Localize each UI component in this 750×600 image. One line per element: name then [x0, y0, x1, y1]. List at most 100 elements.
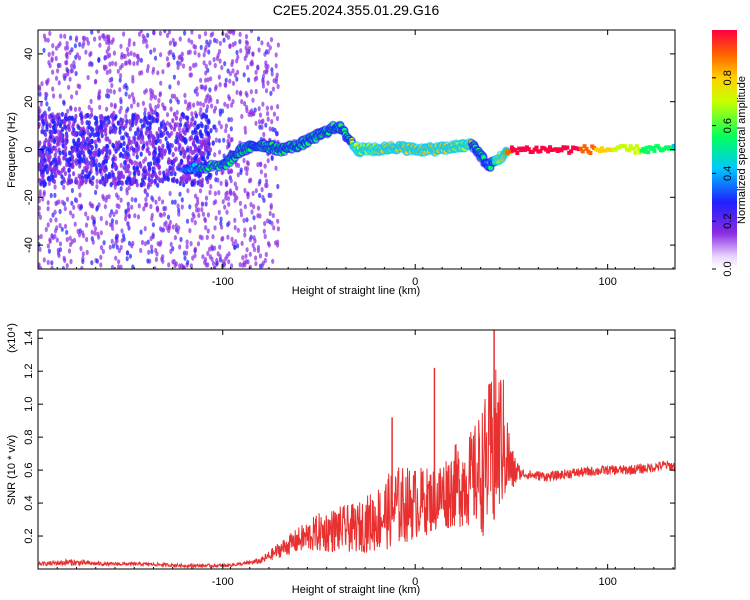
noise-speckle: [252, 246, 257, 253]
band-speckle: [202, 151, 206, 157]
band-speckle: [179, 117, 183, 123]
band-speckle: [41, 174, 45, 180]
noise-speckle: [269, 204, 273, 211]
band-speckle: [90, 112, 94, 118]
noise-speckle: [213, 37, 217, 43]
noise-speckle: [213, 225, 217, 231]
noise-speckle: [161, 69, 165, 75]
noise-speckle: [135, 53, 139, 59]
band-speckle: [132, 165, 136, 171]
noise-speckle: [198, 234, 202, 240]
noise-speckle: [240, 113, 244, 120]
noise-speckle: [49, 192, 53, 199]
noise-speckle: [206, 77, 210, 83]
noise-speckle: [159, 80, 163, 86]
noise-speckle: [225, 181, 229, 187]
trace-cell: [569, 149, 574, 154]
noise-speckle: [226, 195, 230, 202]
trace-cell: [580, 149, 585, 154]
band-speckle: [65, 133, 69, 139]
band-speckle: [77, 124, 81, 131]
noise-speckle: [70, 200, 74, 206]
noise-speckle: [125, 46, 130, 53]
noise-speckle: [125, 256, 129, 262]
noise-speckle: [62, 73, 66, 79]
noise-speckle: [236, 172, 240, 178]
noise-speckle: [254, 88, 258, 95]
noise-speckle: [245, 52, 249, 58]
band-speckle: [117, 180, 121, 186]
noise-speckle: [56, 68, 60, 74]
noise-speckle: [141, 100, 145, 106]
noise-speckle: [244, 253, 248, 259]
noise-speckle: [161, 199, 165, 205]
noise-speckle: [247, 77, 251, 83]
noise-speckle: [149, 106, 153, 112]
snr-plot-area: [38, 330, 675, 569]
band-speckle: [45, 126, 49, 132]
noise-speckle: [131, 240, 135, 246]
noise-speckle: [208, 94, 212, 101]
noise-speckle: [250, 209, 254, 215]
band-speckle: [58, 130, 63, 136]
noise-speckle: [159, 240, 163, 246]
band-speckle: [181, 146, 185, 152]
noise-speckle: [125, 118, 129, 124]
noise-speckle: [185, 239, 189, 245]
noise-speckle: [46, 77, 50, 83]
noise-speckle: [270, 71, 274, 77]
noise-speckle: [65, 40, 69, 47]
noise-speckle: [270, 105, 274, 111]
band-speckle: [189, 121, 193, 127]
trace-cell: [546, 149, 551, 154]
noise-speckle: [108, 77, 112, 83]
band-speckle: [146, 146, 150, 152]
noise-speckle: [176, 64, 180, 70]
noise-speckle: [188, 65, 192, 72]
noise-speckle: [98, 35, 102, 41]
band-speckle: [97, 136, 101, 142]
noise-speckle: [136, 102, 140, 108]
noise-speckle: [165, 112, 170, 118]
band-speckle: [166, 144, 170, 150]
band-speckle: [70, 115, 74, 121]
noise-speckle: [199, 44, 203, 51]
noise-speckle: [226, 68, 230, 74]
noise-speckle: [270, 155, 274, 161]
noise-speckle: [269, 90, 273, 96]
noise-speckle: [192, 102, 196, 108]
noise-speckle: [252, 235, 256, 241]
noise-speckle: [46, 243, 51, 249]
noise-speckle: [186, 188, 190, 194]
noise-speckle: [59, 33, 63, 39]
noise-speckle: [245, 170, 249, 176]
noise-speckle: [247, 178, 252, 184]
band-speckle: [143, 115, 147, 121]
band-speckle: [155, 111, 159, 118]
band-speckle: [85, 168, 89, 174]
noise-speckle: [233, 181, 237, 187]
noise-speckle: [88, 201, 92, 207]
band-speckle: [171, 118, 175, 124]
band-speckle: [155, 131, 159, 137]
noise-speckle: [38, 198, 41, 204]
band-speckle: [206, 150, 210, 156]
band-speckle: [152, 166, 156, 172]
noise-speckle: [188, 204, 192, 210]
noise-speckle: [99, 230, 103, 236]
band-speckle: [124, 179, 128, 185]
noise-speckle: [109, 88, 113, 94]
noise-speckle: [117, 264, 121, 269]
noise-speckle: [105, 39, 109, 45]
noise-speckle: [242, 260, 246, 266]
band-speckle: [71, 159, 75, 165]
noise-speckle: [140, 239, 145, 246]
noise-speckle: [151, 222, 155, 228]
noise-speckle: [177, 126, 181, 132]
noise-speckle: [274, 63, 278, 69]
noise-speckle: [84, 211, 88, 217]
band-speckle: [83, 173, 87, 179]
noise-speckle: [179, 236, 183, 243]
band-speckle: [178, 143, 182, 149]
